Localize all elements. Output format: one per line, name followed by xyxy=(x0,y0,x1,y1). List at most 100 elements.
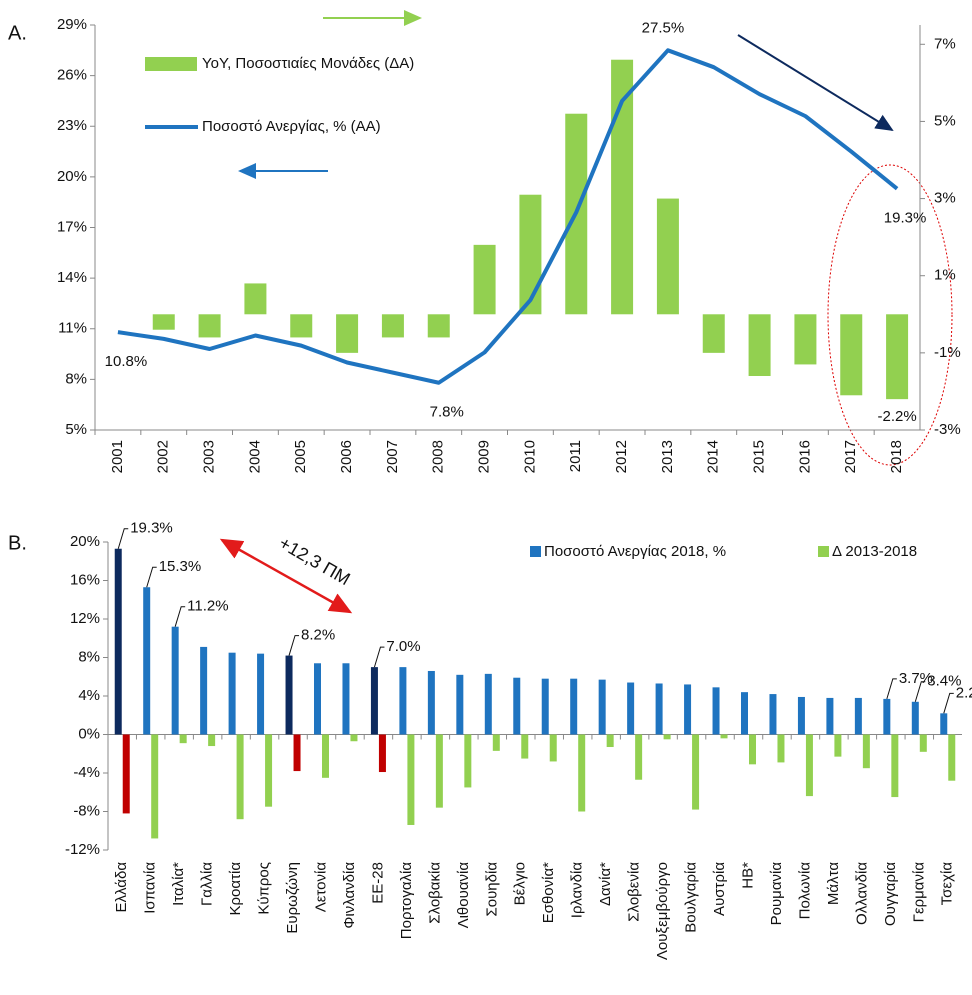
bar xyxy=(656,198,679,315)
bar xyxy=(342,663,350,735)
x-tick-label: 2016 xyxy=(796,440,813,473)
y-tick-label: 29% xyxy=(57,16,87,33)
x-tick-label: Βουλγαρία xyxy=(683,862,700,933)
bar xyxy=(748,314,771,376)
x-tick-label: Μάλτα xyxy=(825,862,842,905)
x-tick-label: 2006 xyxy=(338,440,355,473)
bar xyxy=(663,734,671,740)
bar xyxy=(427,314,450,338)
bar xyxy=(378,734,386,773)
arrow xyxy=(219,538,353,614)
bar xyxy=(456,674,464,735)
x-tick-label: Κύπρος xyxy=(256,862,273,915)
x-tick-label: Φινλανδία xyxy=(341,862,358,929)
x-tick-label: ΕΕ-28 xyxy=(369,862,386,904)
bar xyxy=(427,670,435,735)
y-tick-label: 20% xyxy=(70,533,100,550)
data-label: 3.4% xyxy=(927,673,961,690)
arrow xyxy=(737,34,894,132)
bar xyxy=(948,734,956,781)
leader-line xyxy=(146,566,157,588)
x-tick-label: Ρουμανία xyxy=(768,862,785,926)
x-tick-label: 2017 xyxy=(842,440,859,473)
x-tick-label: 2015 xyxy=(751,440,768,473)
x-tick-label: Ιταλία* xyxy=(170,862,187,906)
y2-tick-label: -1% xyxy=(934,344,961,361)
data-label: 2.2% xyxy=(956,684,972,701)
bar xyxy=(854,697,862,735)
bar xyxy=(200,646,208,735)
data-label: 7.0% xyxy=(386,638,420,655)
y-tick-label: 12% xyxy=(70,610,100,627)
x-tick-label: 2018 xyxy=(888,440,905,473)
data-label: 19.3% xyxy=(884,210,927,227)
bar xyxy=(370,667,378,735)
y-tick-label: 20% xyxy=(57,168,87,185)
legend-label: Δ 2013-2018 xyxy=(832,543,917,560)
bar xyxy=(826,697,834,735)
bar xyxy=(627,682,635,735)
y-tick-label: -8% xyxy=(73,802,100,819)
x-tick-label: Εσθονία* xyxy=(540,862,557,923)
bar xyxy=(473,244,496,315)
x-tick-label: 2008 xyxy=(430,440,447,473)
bar xyxy=(350,734,358,742)
bar xyxy=(257,653,265,735)
bar xyxy=(151,734,159,839)
bar xyxy=(720,734,728,739)
x-tick-label: Ισπανία xyxy=(142,862,159,914)
bar xyxy=(464,734,472,788)
x-tick-label: Σλοβακία xyxy=(426,862,443,924)
bar xyxy=(549,734,557,762)
bar xyxy=(290,314,313,338)
bar xyxy=(702,314,725,353)
bar xyxy=(143,587,151,735)
x-tick-label: Πολωνία xyxy=(796,862,813,920)
x-tick-label: Ευρωζώνη xyxy=(284,862,301,934)
bar xyxy=(598,679,606,735)
data-label: 10.8% xyxy=(105,353,148,370)
x-tick-label: Δανία* xyxy=(597,862,614,906)
legend-swatch xyxy=(145,57,197,71)
x-tick-label: Ιρλανδία xyxy=(569,862,586,919)
bar xyxy=(692,734,700,810)
y-tick-label: 26% xyxy=(57,67,87,84)
x-tick-label: 2014 xyxy=(705,440,722,473)
x-tick-label: Πορτογαλία xyxy=(398,862,415,940)
bar xyxy=(797,696,805,735)
bar xyxy=(152,314,175,330)
data-label: -2.2% xyxy=(877,408,916,425)
bar xyxy=(834,734,842,757)
x-tick-label: Γαλλία xyxy=(199,862,216,906)
data-label: 3.7% xyxy=(899,670,933,687)
bar xyxy=(655,683,663,735)
bar xyxy=(611,59,634,315)
bar xyxy=(911,701,919,735)
bar xyxy=(179,734,187,744)
y-tick-label: 23% xyxy=(57,117,87,134)
x-tick-label: Λετονία xyxy=(312,862,329,913)
bar xyxy=(399,667,407,735)
data-label: 8.2% xyxy=(301,627,335,644)
x-tick-label: Αυστρία xyxy=(711,862,728,916)
x-tick-label: Σλοβενία xyxy=(626,862,643,922)
bar xyxy=(435,734,443,808)
y-tick-label: 4% xyxy=(78,687,100,704)
bar xyxy=(749,734,756,765)
leader-line xyxy=(117,528,129,549)
bar xyxy=(122,734,130,814)
x-tick-label: Σουηδία xyxy=(483,862,500,917)
x-tick-label: Ουγγαρία xyxy=(882,862,899,926)
bar xyxy=(570,678,578,735)
bar xyxy=(805,734,813,797)
bar xyxy=(236,734,244,820)
bar xyxy=(114,548,122,735)
y2-tick-label: 1% xyxy=(934,267,956,284)
bar xyxy=(862,734,870,769)
bar xyxy=(244,283,267,315)
x-tick-label: ΗΒ* xyxy=(739,862,756,889)
highlight-ellipse xyxy=(827,164,953,466)
bar xyxy=(886,314,909,400)
bar xyxy=(492,734,500,751)
